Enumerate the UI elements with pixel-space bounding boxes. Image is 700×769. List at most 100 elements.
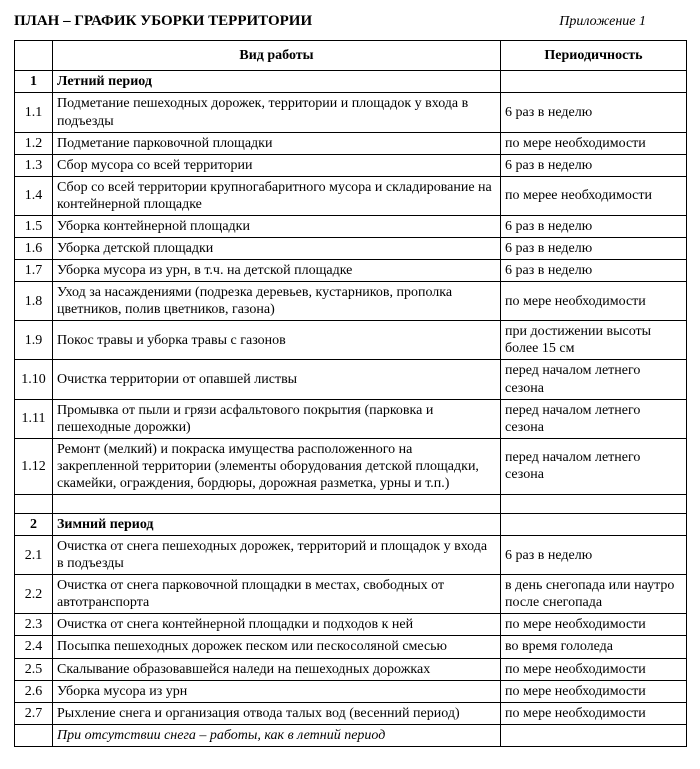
row-work: Уход за насаждениями (подрезка деревьев,… <box>53 282 501 321</box>
row-frequency: по мере необходимости <box>501 658 687 680</box>
row-frequency: 6 раз в неделю <box>501 238 687 260</box>
row-frequency: по мере необходимости <box>501 614 687 636</box>
row-number: 1.7 <box>15 260 53 282</box>
row-frequency: перед началом летнего сезона <box>501 438 687 494</box>
row-work: Покос травы и уборка травы с газонов <box>53 321 501 360</box>
table-header-num <box>15 41 53 71</box>
row-work: Летний период <box>53 71 501 93</box>
schedule-table: Вид работы Периодичность 1Летний период1… <box>14 40 687 747</box>
table-row: 1.6Уборка детской площадки6 раз в неделю <box>15 238 687 260</box>
table-row: 2Зимний период <box>15 514 687 536</box>
table-row: 1.7Уборка мусора из урн, в т.ч. на детск… <box>15 260 687 282</box>
row-work: Сбор мусора со всей территории <box>53 154 501 176</box>
row-work: Уборка мусора из урн, в т.ч. на детской … <box>53 260 501 282</box>
header-row: ПЛАН – ГРАФИК УБОРКИ ТЕРРИТОРИИ Приложен… <box>14 12 686 30</box>
row-number: 1.2 <box>15 132 53 154</box>
table-row <box>15 495 687 514</box>
row-frequency: по мере необходимости <box>501 282 687 321</box>
table-row: 1.4Сбор со всей территории крупногабарит… <box>15 176 687 215</box>
row-work: Уборка детской площадки <box>53 238 501 260</box>
row-frequency: 6 раз в неделю <box>501 215 687 237</box>
table-row: 1.5Уборка контейнерной площадки6 раз в н… <box>15 215 687 237</box>
table-row: 2.7Рыхление снега и организация отвода т… <box>15 702 687 724</box>
table-row: 1Летний период <box>15 71 687 93</box>
row-number: 1.11 <box>15 399 53 438</box>
row-work: Зимний период <box>53 514 501 536</box>
row-number: 2.3 <box>15 614 53 636</box>
row-number: 2.7 <box>15 702 53 724</box>
row-frequency <box>501 514 687 536</box>
row-number: 2.4 <box>15 636 53 658</box>
row-number: 1.10 <box>15 360 53 399</box>
table-row: 2.5Скалывание образовавшейся наледи на п… <box>15 658 687 680</box>
row-number: 1.3 <box>15 154 53 176</box>
spacer-cell <box>53 495 501 514</box>
table-row: 1.3Сбор мусора со всей территории6 раз в… <box>15 154 687 176</box>
row-frequency: при достижении высоты более 15 см <box>501 321 687 360</box>
row-frequency: перед началом летнего сезона <box>501 360 687 399</box>
table-row: 2.4Посыпка пешеходных дорожек песком или… <box>15 636 687 658</box>
row-work: Подметание пешеходных дорожек, территори… <box>53 93 501 132</box>
row-work: Рыхление снега и организация отвода талы… <box>53 702 501 724</box>
row-frequency: по мере необходимости <box>501 680 687 702</box>
page-title: ПЛАН – ГРАФИК УБОРКИ ТЕРРИТОРИИ <box>14 12 312 30</box>
row-frequency: по мере необходимости <box>501 702 687 724</box>
table-row: 1.2Подметание парковочной площадкипо мер… <box>15 132 687 154</box>
row-frequency: 6 раз в неделю <box>501 93 687 132</box>
row-number: 1.1 <box>15 93 53 132</box>
row-number: 1.6 <box>15 238 53 260</box>
row-number: 1.4 <box>15 176 53 215</box>
table-header-freq: Периодичность <box>501 41 687 71</box>
table-row: При отсутствии снега – работы, как в лет… <box>15 724 687 746</box>
table-row: 1.8Уход за насаждениями (подрезка деревь… <box>15 282 687 321</box>
row-work: Очистка от снега пешеходных дорожек, тер… <box>53 536 501 575</box>
row-frequency: по мере необходимости <box>501 132 687 154</box>
table-body: 1Летний период1.1Подметание пешеходных д… <box>15 71 687 747</box>
row-frequency: перед началом летнего сезона <box>501 399 687 438</box>
row-number <box>15 724 53 746</box>
row-number: 1 <box>15 71 53 93</box>
row-number: 2.5 <box>15 658 53 680</box>
table-row: 2.1Очистка от снега пешеходных дорожек, … <box>15 536 687 575</box>
spacer-cell <box>15 495 53 514</box>
row-work: Скалывание образовавшейся наледи на пеше… <box>53 658 501 680</box>
row-work: Уборка контейнерной площадки <box>53 215 501 237</box>
row-work: Промывка от пыли и грязи асфальтового по… <box>53 399 501 438</box>
row-frequency: по мерее необходимости <box>501 176 687 215</box>
annex-label: Приложение 1 <box>559 13 686 30</box>
row-number: 1.5 <box>15 215 53 237</box>
table-row: 2.3Очистка от снега контейнерной площадк… <box>15 614 687 636</box>
row-work: Ремонт (мелкий) и покраска имущества рас… <box>53 438 501 494</box>
table-header-row: Вид работы Периодичность <box>15 41 687 71</box>
row-number: 1.9 <box>15 321 53 360</box>
table-header-work: Вид работы <box>53 41 501 71</box>
row-frequency: во время гололеда <box>501 636 687 658</box>
row-frequency: 6 раз в неделю <box>501 154 687 176</box>
row-number: 1.12 <box>15 438 53 494</box>
table-row: 1.1Подметание пешеходных дорожек, террит… <box>15 93 687 132</box>
row-work: Очистка от снега контейнерной площадки и… <box>53 614 501 636</box>
table-row: 2.2Очистка от снега парковочной площадки… <box>15 575 687 614</box>
table-row: 1.11Промывка от пыли и грязи асфальтовог… <box>15 399 687 438</box>
table-row: 1.10Очистка территории от опавшей листвы… <box>15 360 687 399</box>
row-number: 2.1 <box>15 536 53 575</box>
row-number: 1.8 <box>15 282 53 321</box>
row-work: Очистка от снега парковочной площадки в … <box>53 575 501 614</box>
document-page: { "header": { "title": "ПЛАН – ГРАФИК УБ… <box>0 0 700 765</box>
table-row: 1.9Покос травы и уборка травы с газоновп… <box>15 321 687 360</box>
row-number: 2 <box>15 514 53 536</box>
row-frequency: 6 раз в неделю <box>501 260 687 282</box>
row-frequency: в день снегопада или наутро после снегоп… <box>501 575 687 614</box>
row-frequency <box>501 71 687 93</box>
row-work: Посыпка пешеходных дорожек песком или пе… <box>53 636 501 658</box>
row-frequency: 6 раз в неделю <box>501 536 687 575</box>
table-row: 2.6Уборка мусора из урнпо мере необходим… <box>15 680 687 702</box>
row-work: При отсутствии снега – работы, как в лет… <box>53 724 501 746</box>
row-number: 2.2 <box>15 575 53 614</box>
row-work: Очистка территории от опавшей листвы <box>53 360 501 399</box>
spacer-cell <box>501 495 687 514</box>
row-number: 2.6 <box>15 680 53 702</box>
row-work: Сбор со всей территории крупногабаритног… <box>53 176 501 215</box>
table-row: 1.12Ремонт (мелкий) и покраска имущества… <box>15 438 687 494</box>
row-frequency <box>501 724 687 746</box>
